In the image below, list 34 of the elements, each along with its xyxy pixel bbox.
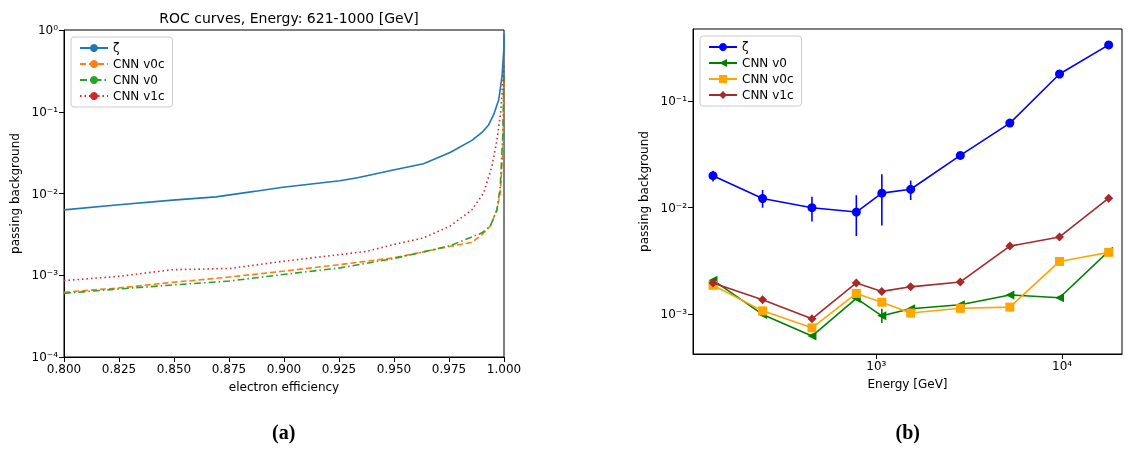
- legend-label: CNN v0: [113, 73, 158, 87]
- x-tick-label: 1.000: [486, 362, 522, 376]
- legend-label: CNN v0: [742, 56, 787, 70]
- legend-label: CNN v0c: [742, 72, 794, 86]
- y-tick-label: 10⁻³: [31, 268, 59, 283]
- x-tick-label: 10⁴: [1052, 359, 1073, 373]
- x-tick-label: 0.800: [46, 362, 82, 376]
- y-axis-title: passing background: [636, 131, 651, 252]
- x-tick-label: 0.825: [101, 362, 137, 376]
- y-axis-title: passing background: [7, 133, 22, 254]
- legend-label: ζ: [742, 40, 749, 54]
- y-tick-label: 10⁻³: [660, 306, 688, 321]
- x-tick-label: 0.950: [376, 362, 412, 376]
- x-axis-title: electron efficiency: [228, 380, 340, 394]
- x-tick-label: 0.900: [266, 362, 302, 376]
- y-tick-label: 10⁻⁴: [31, 350, 59, 364]
- legend-label: ζ: [113, 41, 120, 55]
- x-tick-label: 10³: [866, 359, 887, 373]
- chart-title: ROC curves, Energy: 621-1000 [GeV]: [159, 10, 419, 26]
- x-tick-label: 0.925: [321, 362, 357, 376]
- legend-label: CNN v1c: [742, 88, 794, 102]
- text: (b): [895, 421, 920, 444]
- x-axis-title: Energy [GeV]: [867, 377, 948, 391]
- y-tick-label: 10⁰: [37, 23, 59, 37]
- text: (a): [272, 421, 296, 444]
- y-tick-label: 10⁻²: [660, 200, 688, 215]
- y-tick-label: 10⁻¹: [660, 94, 688, 109]
- x-tick-label: 0.975: [431, 362, 467, 376]
- x-tick-label: 0.875: [211, 362, 247, 376]
- legend-label: CNN v0c: [113, 57, 165, 71]
- x-tick-label: 0.850: [156, 362, 192, 376]
- legend-label: CNN v1c: [113, 89, 165, 103]
- y-tick-label: 10⁻¹: [31, 104, 59, 119]
- y-tick-label: 10⁻²: [31, 186, 59, 201]
